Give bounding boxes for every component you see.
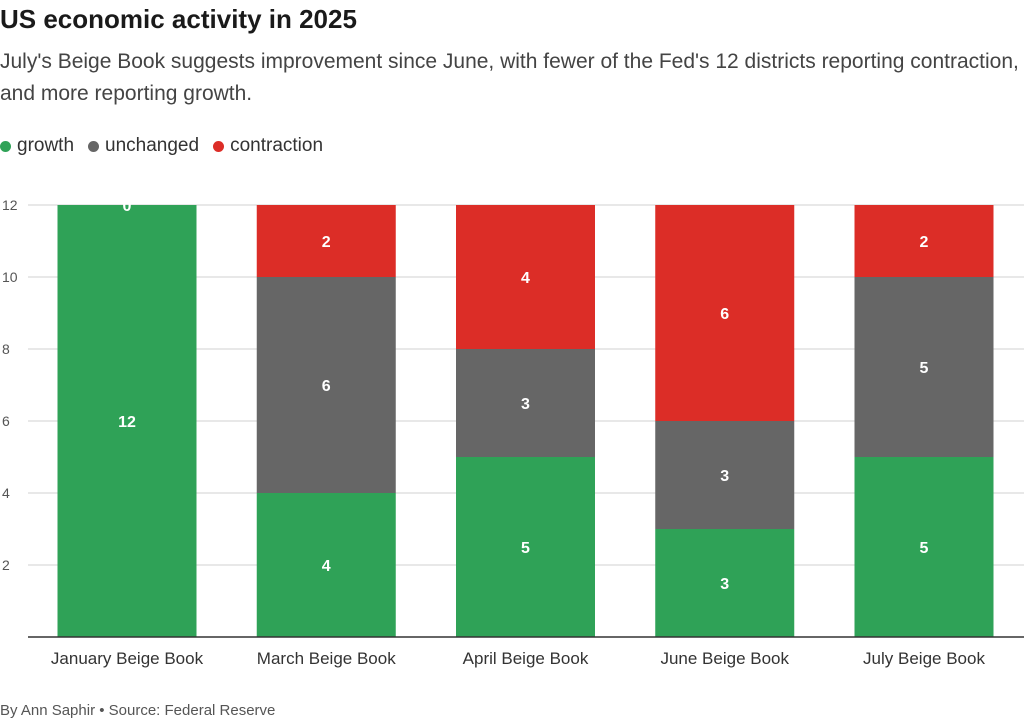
data-label-contraction-3: 6 <box>720 306 729 323</box>
data-label-unchanged-2: 3 <box>521 396 530 413</box>
legend-label-unchanged: unchanged <box>105 135 200 156</box>
x-tick-label-0: January Beige Book <box>51 649 204 668</box>
legend-item-unchanged: unchanged <box>88 135 199 157</box>
legend-swatch-contraction <box>213 140 225 152</box>
data-label-growth-1: 4 <box>322 558 331 575</box>
data-label-growth-2: 5 <box>521 540 530 557</box>
legend-label-growth: growth <box>17 135 75 156</box>
legend-label-contraction: contraction <box>230 135 324 156</box>
bar-contraction-4 <box>854 205 994 277</box>
bar-unchanged-4 <box>854 277 994 457</box>
data-label-unchanged-1: 6 <box>322 378 331 395</box>
data-label-unchanged-0: 0 <box>123 198 132 215</box>
data-label-contraction-1: 2 <box>322 234 331 251</box>
legend-item-contraction: contraction <box>213 135 323 157</box>
data-label-contraction-2: 4 <box>521 270 530 287</box>
data-label-unchanged-4: 5 <box>920 360 929 377</box>
bar-growth-4 <box>854 457 994 637</box>
stacked-bar-chart: 2 4 6 8 10 12 12 0 January Beige Book 4 6 2 March Be… <box>2 197 1024 668</box>
bar-unchanged-2 <box>456 349 595 457</box>
y-tick-label-12: 12 <box>2 197 18 213</box>
bar-contraction-2 <box>456 205 595 349</box>
bar-growth-1 <box>256 493 396 637</box>
data-label-contraction-4: 2 <box>920 234 929 251</box>
legend-item-growth: growth <box>0 135 74 157</box>
source-credit: By Ann Saphir • Source: Federal Reserve <box>0 702 276 719</box>
bar-unchanged-1 <box>256 277 396 493</box>
y-tick-label-6: 6 <box>2 413 10 429</box>
bar-growth-3 <box>655 529 795 637</box>
data-label-growth-4: 5 <box>920 540 929 557</box>
data-label-growth-0: 12 <box>118 414 136 431</box>
y-tick-label-8: 8 <box>2 341 10 357</box>
bar-growth-2 <box>456 457 595 637</box>
y-tick-label-2: 2 <box>2 557 10 573</box>
bar-unchanged-3 <box>655 421 795 529</box>
y-tick-label-4: 4 <box>2 485 10 501</box>
legend-swatch-unchanged <box>88 140 100 152</box>
x-tick-label-3: June Beige Book <box>660 649 789 668</box>
x-tick-label-1: March Beige Book <box>257 649 396 668</box>
data-label-growth-3: 3 <box>720 576 729 593</box>
legend-swatch-growth <box>0 140 11 152</box>
y-tick-label-10: 10 <box>2 269 18 285</box>
x-tick-label-2: April Beige Book <box>463 649 589 668</box>
bar-growth-0 <box>57 205 197 637</box>
x-tick-label-4: July Beige Book <box>863 649 985 668</box>
data-label-unchanged-3: 3 <box>720 468 729 485</box>
bar-contraction-1 <box>256 205 396 277</box>
legend: growth unchanged contraction <box>0 135 337 157</box>
bar-contraction-3 <box>655 205 795 421</box>
chart-subtitle: July's Beige Book suggests improvement s… <box>0 50 1019 105</box>
chart-title: US economic activity in 2025 <box>0 4 357 34</box>
